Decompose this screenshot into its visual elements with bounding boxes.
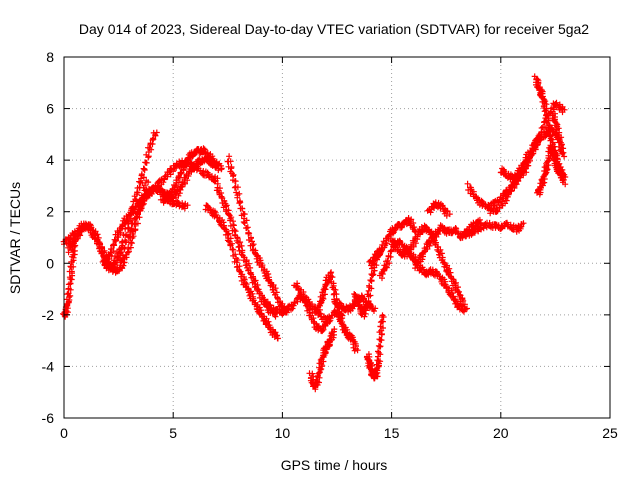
plus-markers [213,180,279,320]
y-tick-label: -4 [42,358,55,374]
series-trace-17 [363,312,387,382]
y-tick-label: 0 [46,255,54,271]
series-trace-7 [157,191,191,212]
series-trace-28 [534,144,569,198]
plus-markers [224,153,290,316]
chart-title: Day 014 of 2023, Sidereal Day-to-day VTE… [79,21,589,37]
x-tick-labels: 0 5 10 15 20 25 [60,425,618,441]
x-tick-label: 20 [493,425,509,441]
y-tick-label: 8 [46,49,54,65]
series-trace-22 [424,199,453,219]
series-trace-14 [313,269,361,354]
series-trace-26 [497,129,545,183]
plus-markers [412,216,484,272]
x-tick-label: 10 [275,425,291,441]
plus-markers [497,129,545,183]
y-tick-labels: -6 -4 -2 0 2 4 6 8 [42,49,55,426]
series-trace-8 [202,202,281,342]
y-tick-label: -2 [42,307,55,323]
plus-markers [202,202,281,342]
plus-markers [376,237,470,315]
y-axis-label: SDTVAR / TECUs [7,182,23,294]
data-points [60,73,569,393]
series-trace-13 [306,326,338,393]
series-trace-18 [366,215,419,269]
y-tick-label: 6 [46,101,54,117]
plus-markers [549,110,568,160]
plus-markers [108,157,221,274]
series-trace-5 [108,157,221,274]
x-tick-label: 15 [384,425,400,441]
plus-markers [157,191,191,212]
series-trace-21 [412,216,484,272]
x-tick-label: 5 [169,425,177,441]
plot-frame [63,56,611,419]
plus-markers [363,312,387,382]
y-tick-label: 4 [46,152,54,168]
grid-lines [64,57,610,418]
x-tick-label: 25 [602,425,618,441]
plus-markers [459,219,527,240]
axis-ticks [63,56,611,419]
y-tick-label: -6 [42,410,55,426]
plus-markers [366,215,419,269]
series-trace-9 [213,180,279,320]
plus-markers [313,269,361,354]
y-tick-label: 2 [46,204,54,220]
x-tick-label: 0 [60,425,68,441]
series-trace-19 [376,237,470,315]
x-axis-label: GPS time / hours [281,457,388,473]
series-trace-23 [459,219,527,240]
plus-markers [306,326,338,393]
plus-markers [534,144,569,198]
plus-markers [387,222,468,309]
series-trace-20 [387,222,468,309]
plus-markers [424,199,453,219]
series-trace-29 [549,110,568,160]
series-trace-10 [224,153,290,316]
